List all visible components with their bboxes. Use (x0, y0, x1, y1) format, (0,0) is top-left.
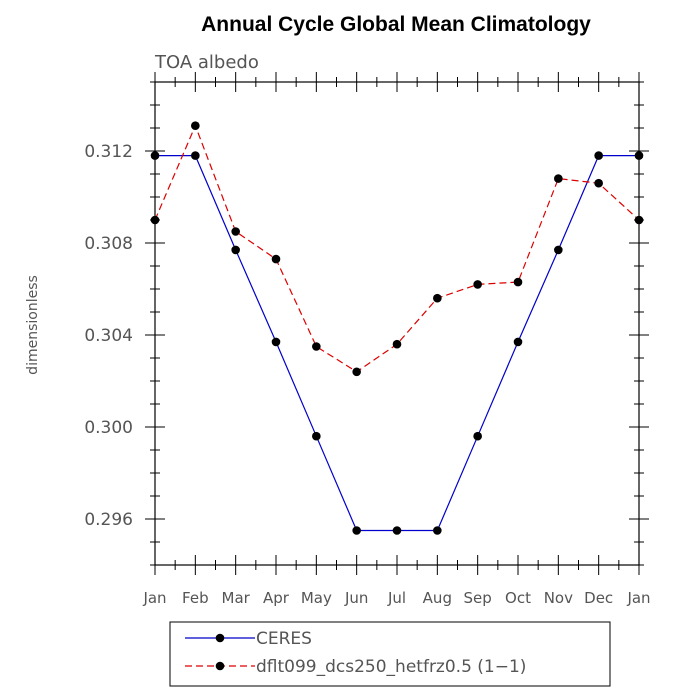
y-tick-label: 0.312 (84, 142, 133, 162)
data-point (392, 526, 402, 535)
data-point (634, 215, 644, 225)
data-point (433, 293, 442, 303)
legend-label: CERES (256, 629, 312, 649)
data-point (150, 215, 160, 225)
y-tick-label: 0.304 (84, 326, 133, 346)
data-point (473, 431, 482, 441)
x-tick-label: Jul (387, 589, 406, 607)
x-tick-label: Sep (464, 589, 492, 607)
data-point (312, 342, 321, 351)
legend-label: dflt099_dcs250_hetfrz0.5 (1−1) (256, 657, 526, 677)
data-point (433, 526, 442, 535)
legend: CERES dflt099_dcs250_hetfrz0.5 (1−1) (169, 621, 611, 687)
chart-subtitle: TOA albedo (154, 52, 259, 73)
x-tick-label: Dec (584, 589, 613, 607)
data-point (634, 151, 644, 160)
data-point (271, 254, 281, 264)
data-point (594, 178, 603, 188)
x-tick-label: Feb (182, 589, 209, 607)
data-point (191, 151, 200, 160)
data-point (513, 337, 523, 347)
data-point (312, 431, 321, 441)
x-tick-label: Jun (344, 589, 368, 607)
data-point (554, 245, 563, 255)
axis-ticks: Jan Feb Mar Apr May Jun Jul Aug Sep Oct Nov Dec Jan 0… (84, 72, 651, 607)
y-tick-label: 0.308 (84, 234, 133, 254)
series-line (154, 124, 640, 373)
y-tick-label: 0.296 (84, 510, 133, 530)
legend-marker (215, 633, 225, 643)
data-point (594, 151, 603, 160)
data-point (554, 174, 563, 183)
x-tick-label: May (301, 589, 332, 607)
data-point (271, 337, 281, 347)
y-tick-label: 0.300 (84, 418, 133, 438)
y-axis-label: dimensionless (25, 275, 41, 375)
x-tick-label: Oct (505, 589, 531, 607)
data-point (473, 280, 482, 289)
x-tick-label: Mar (222, 589, 251, 607)
x-tick-label: Nov (544, 589, 573, 607)
data-point (231, 227, 240, 236)
x-tick-label: Apr (263, 589, 290, 607)
legend-marker (215, 661, 225, 671)
series-layer (150, 121, 644, 535)
data-point (392, 339, 402, 349)
chart-title: Annual Cycle Global Mean Climatology (201, 13, 591, 36)
data-point (231, 245, 240, 255)
data-point (352, 367, 361, 377)
x-tick-label: Jan (626, 589, 650, 607)
data-point (352, 526, 361, 535)
data-point (513, 277, 523, 287)
x-tick-label: Aug (423, 589, 452, 607)
x-tick-label: Jan (142, 589, 166, 607)
legend-box (169, 621, 611, 687)
data-point (191, 121, 200, 130)
data-point (150, 151, 160, 160)
plot-frame (154, 81, 640, 566)
